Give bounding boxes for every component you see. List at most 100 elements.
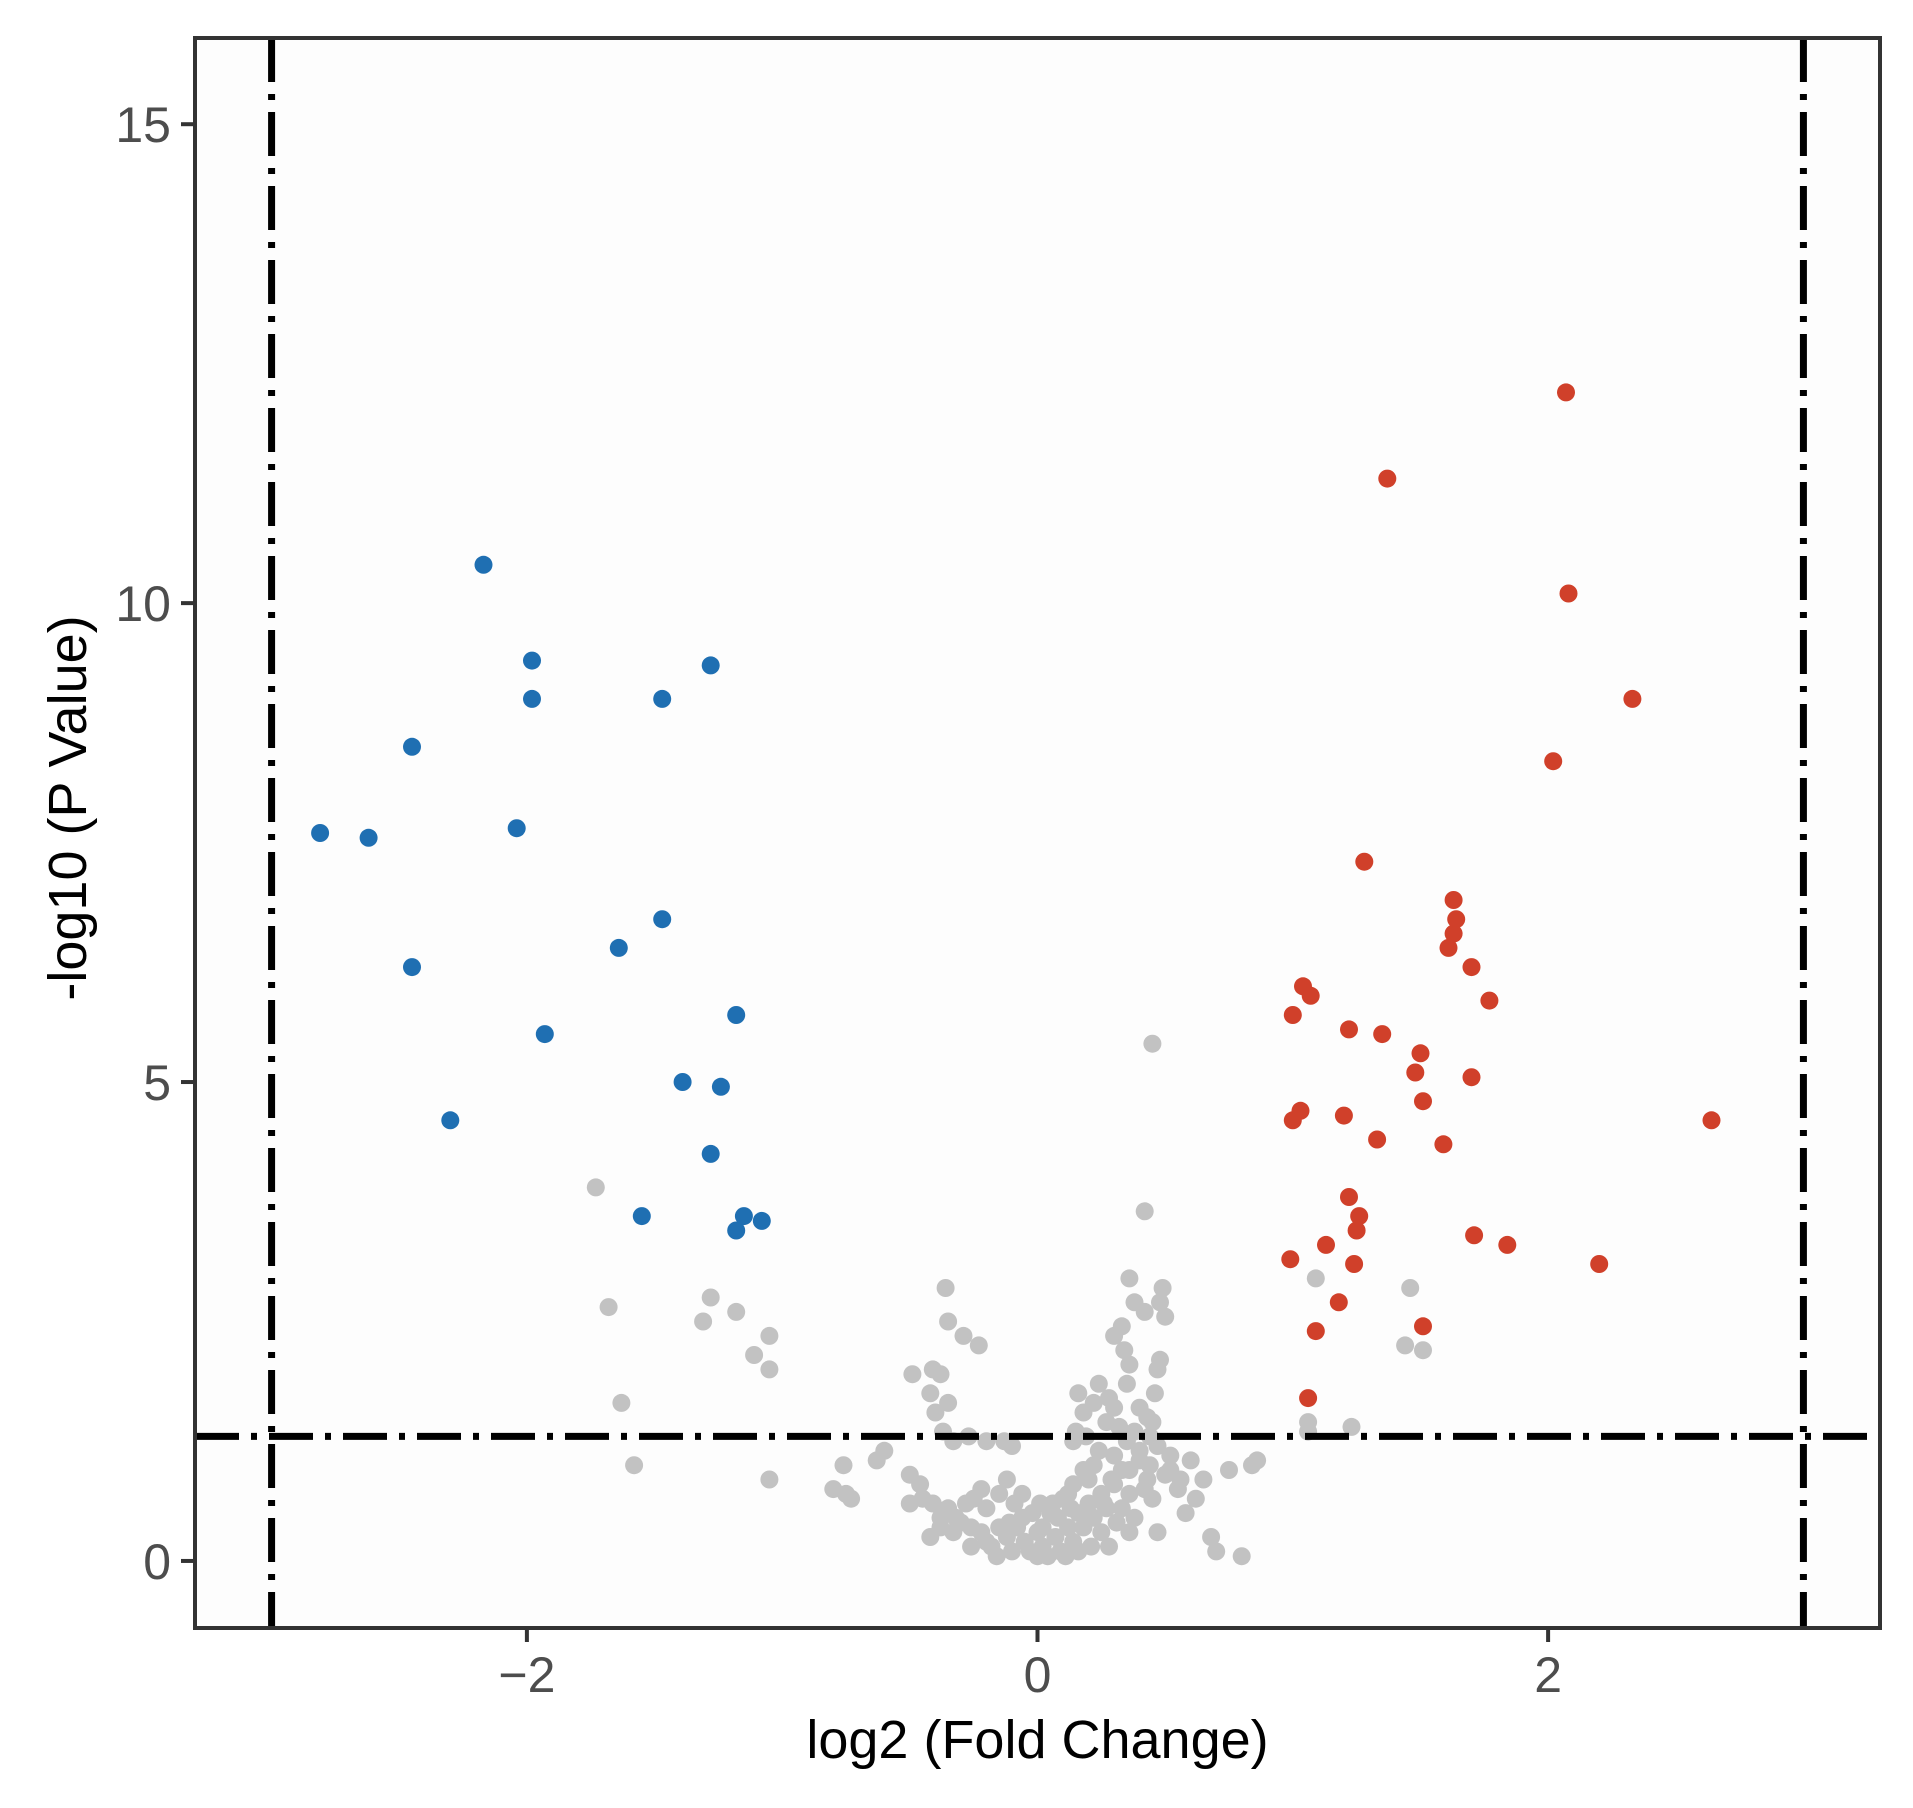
up-point <box>1444 891 1463 909</box>
up-point <box>1306 1322 1325 1341</box>
ns-point <box>1414 1341 1432 1360</box>
ns-point <box>1186 1489 1205 1508</box>
up-point <box>1350 1207 1369 1226</box>
ns-point <box>1130 1441 1149 1460</box>
down-point <box>734 1207 753 1226</box>
ns-point <box>1100 1537 1118 1556</box>
down-point <box>535 1025 554 1044</box>
down-point <box>474 555 493 574</box>
down-point <box>752 1211 771 1230</box>
ns-point <box>1342 1417 1361 1436</box>
ns-point <box>760 1470 779 1489</box>
threshold-lines <box>195 38 1880 1628</box>
ns-point <box>1003 1437 1021 1455</box>
up-point <box>1317 1235 1335 1254</box>
up-point <box>1340 1020 1358 1039</box>
ns-point <box>1143 1413 1162 1432</box>
up-point <box>1281 1250 1300 1269</box>
data-points <box>311 383 1721 1566</box>
ns-point <box>1220 1461 1238 1479</box>
ns-point <box>1082 1537 1101 1556</box>
ns-point <box>1161 1446 1180 1465</box>
up-point <box>1557 383 1575 402</box>
ns-point <box>1046 1528 1065 1546</box>
down-point <box>403 958 421 977</box>
down-point <box>673 1073 692 1091</box>
ns-point <box>1105 1475 1124 1494</box>
down-point <box>359 828 378 847</box>
ns-point <box>946 1508 965 1527</box>
up-point <box>1340 1188 1358 1206</box>
ns-point <box>921 1384 940 1403</box>
ns-point <box>957 1494 975 1513</box>
up-point <box>1368 1130 1387 1149</box>
ns-point <box>1117 1374 1136 1393</box>
ns-point <box>954 1326 973 1345</box>
ns-point <box>1000 1513 1019 1532</box>
ns-point <box>1125 1508 1144 1527</box>
ns-point <box>760 1360 779 1379</box>
ns-point <box>926 1403 945 1422</box>
ns-point <box>1013 1484 1032 1503</box>
ns-point <box>1048 1508 1067 1527</box>
ns-point <box>1003 1542 1021 1561</box>
ns-point <box>1120 1269 1139 1288</box>
x-tick-label: 2 <box>1534 1647 1562 1703</box>
down-point <box>701 1144 720 1163</box>
down-point <box>507 819 526 838</box>
up-point <box>1347 1221 1366 1240</box>
ns-point <box>987 1547 1006 1566</box>
ns-point <box>694 1312 713 1331</box>
ns-point <box>701 1288 720 1307</box>
ns-point <box>1148 1437 1167 1455</box>
ns-point <box>625 1456 644 1475</box>
ns-point <box>923 1494 942 1513</box>
ns-point <box>1125 1293 1144 1312</box>
ns-point <box>1094 1494 1113 1513</box>
down-point <box>727 1221 746 1240</box>
ns-point <box>1396 1336 1415 1355</box>
down-point <box>711 1077 730 1096</box>
ns-point <box>1092 1523 1111 1542</box>
ns-point <box>1069 1384 1088 1403</box>
ns-point <box>586 1178 605 1197</box>
up-point <box>1406 1063 1425 1082</box>
down-point <box>403 737 421 756</box>
ns-point <box>1084 1456 1103 1475</box>
up-point <box>1334 1106 1353 1125</box>
x-tick-label: 0 <box>1024 1647 1052 1703</box>
y-tick-label: 5 <box>143 1055 171 1111</box>
up-point <box>1355 852 1374 871</box>
ns-point <box>969 1336 988 1355</box>
ns-point <box>1151 1293 1169 1312</box>
ns-point <box>1112 1499 1131 1518</box>
ns-point <box>1148 1523 1167 1542</box>
ns-point <box>1176 1504 1195 1523</box>
ns-point <box>1110 1417 1129 1436</box>
ns-point <box>1107 1513 1126 1532</box>
up-point <box>1544 752 1563 771</box>
ns-point <box>1033 1518 1052 1537</box>
ns-point <box>1105 1326 1124 1345</box>
ns-point <box>1059 1484 1078 1503</box>
ns-point <box>1028 1547 1047 1566</box>
ns-point <box>921 1528 940 1546</box>
ns-point <box>834 1456 853 1475</box>
ns-point <box>842 1489 861 1508</box>
up-point <box>1498 1235 1517 1254</box>
ns-point <box>1140 1456 1159 1475</box>
y-tick-label: 15 <box>115 97 171 153</box>
ns-point <box>1171 1470 1190 1489</box>
up-point <box>1345 1255 1364 1273</box>
ns-point <box>997 1470 1016 1489</box>
ns-point <box>1120 1355 1139 1374</box>
ns-point <box>867 1451 886 1470</box>
down-point <box>311 824 330 842</box>
up-point <box>1462 1068 1481 1087</box>
ns-point <box>1120 1523 1139 1542</box>
up-point <box>1462 958 1481 977</box>
ns-point <box>1043 1494 1062 1513</box>
down-point <box>523 651 541 670</box>
up-point <box>1378 469 1397 488</box>
